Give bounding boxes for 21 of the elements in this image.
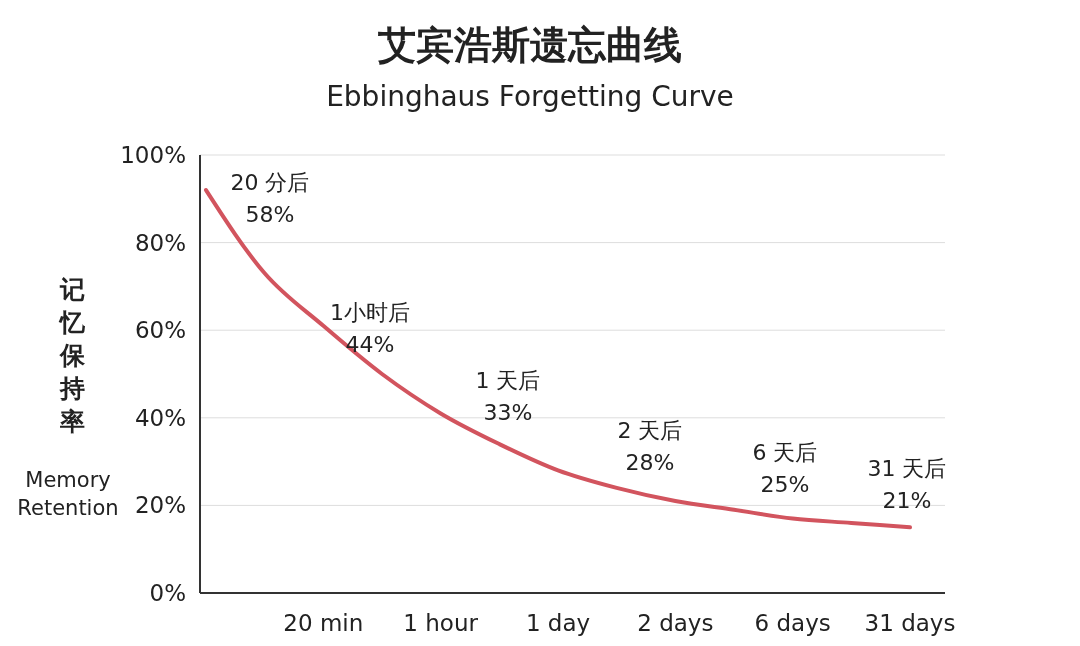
text: 记忆保持率 Memory Retention bbox=[17, 275, 119, 520]
annotation: 20 分后 58% bbox=[230, 170, 310, 227]
annotation: 2 天后 28% bbox=[617, 418, 683, 475]
y-tick-label: 80% bbox=[134, 229, 186, 256]
chart-subtitle: Ebbinghaus Forgetting Curve bbox=[326, 80, 734, 113]
y-tick-label: 100% bbox=[120, 142, 186, 169]
chart-title: 艾宾浩斯遗忘曲线 bbox=[378, 23, 682, 67]
x-tick-label: 1 day bbox=[525, 610, 591, 636]
y-tick-label: 20% bbox=[134, 492, 186, 519]
annotation: 1小时后 44% bbox=[330, 300, 410, 357]
annotation: 1 天后 33% bbox=[475, 368, 541, 425]
x-tick-label: 31 days bbox=[864, 610, 956, 636]
annotation: 6 天后 25% bbox=[752, 440, 818, 497]
annotation: 31 天后 21% bbox=[867, 456, 947, 513]
x-tick-label: 6 days bbox=[754, 610, 831, 636]
y-tick-label: 60% bbox=[134, 317, 186, 344]
x-tick-label: 1 hour bbox=[403, 610, 479, 636]
y-tick-label: 0% bbox=[149, 580, 186, 607]
x-tick-label: 20 min bbox=[283, 610, 364, 636]
y-tick-label: 40% bbox=[134, 404, 186, 431]
x-tick-label: 2 days bbox=[637, 610, 714, 636]
